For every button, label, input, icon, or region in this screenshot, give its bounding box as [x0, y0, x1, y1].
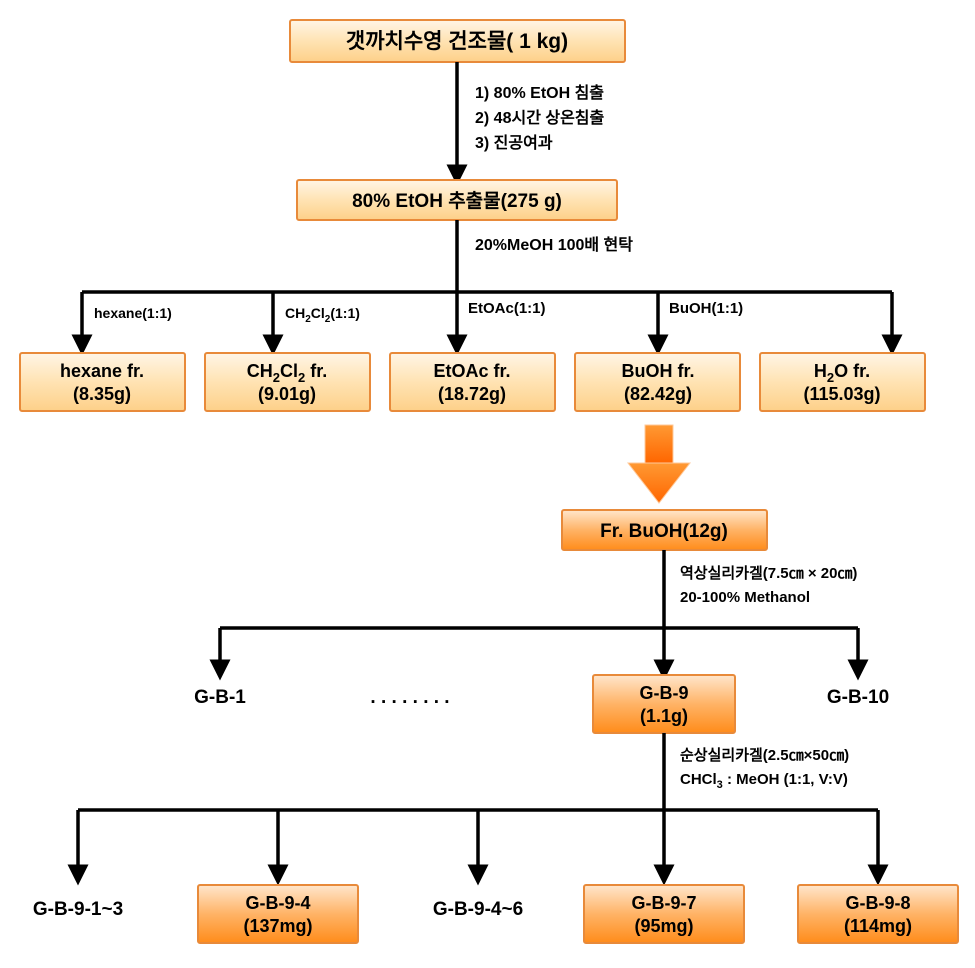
lbl-hexane: hexane(1:1): [94, 305, 172, 321]
gb9-l2: (1.1g): [640, 706, 688, 726]
extract-note: 20%MeOH 100배 현탁: [475, 235, 633, 254]
final-b-l1: G-B-9-4: [245, 893, 310, 913]
lbl-etoac: EtOAc(1:1): [468, 300, 546, 317]
col2-l2: CHCl3 : MeOH (1:1, V:V): [680, 771, 848, 791]
fr-buoh-sel-t: Fr. BuOH(12g): [600, 521, 728, 542]
final-c: G-B-9-4~6: [433, 899, 523, 920]
final-d-l2: (95mg): [634, 916, 693, 936]
lbl-ch2cl2: CH2Cl2(1:1): [285, 305, 360, 325]
fr-buoh-l1: BuOH fr.: [621, 361, 694, 381]
final-e-l2: (114mg): [844, 916, 912, 936]
col2-l1: 순상실리카겔(2.5㎝×50㎝): [680, 746, 849, 764]
final-b-l2: (137mg): [243, 916, 312, 936]
fr-etoac-l1: EtOAc fr.: [433, 361, 510, 381]
col1-l1: 역상실리카겔(7.5㎝ × 20㎝): [680, 564, 857, 582]
gb-dots: . . . . . . . .: [370, 687, 449, 708]
final-d-l1: G-B-9-7: [631, 893, 696, 913]
fr-hexane-l2: (8.35g): [73, 384, 131, 404]
root-title: 갯까치수영 건조물( 1 kg): [346, 30, 568, 53]
fr-hexane-l1: hexane fr.: [60, 361, 144, 381]
orange-arrow: [628, 425, 690, 503]
fr-etoac-l2: (18.72g): [438, 384, 506, 404]
step3: 3) 진공여과: [475, 134, 553, 152]
gb-right: G-B-10: [827, 687, 889, 708]
gb-left: G-B-1: [194, 687, 246, 708]
fr-buoh-l2: (82.42g): [624, 384, 692, 404]
final-e-l1: G-B-9-8: [845, 893, 910, 913]
fr-h2o-l2: (115.03g): [803, 384, 880, 404]
gb9-l1: G-B-9: [640, 683, 689, 703]
extract-title: 80% EtOH 추출물(275 g): [352, 190, 562, 212]
final-a: G-B-9-1~3: [33, 899, 123, 920]
lbl-buoh: BuOH(1:1): [669, 300, 743, 317]
step2: 2) 48시간 상온침출: [475, 108, 605, 127]
col1-l2: 20-100% Methanol: [680, 589, 810, 606]
step1: 1) 80% EtOH 침출: [475, 83, 604, 102]
fr-ch2cl2-l2: (9.01g): [258, 384, 316, 404]
